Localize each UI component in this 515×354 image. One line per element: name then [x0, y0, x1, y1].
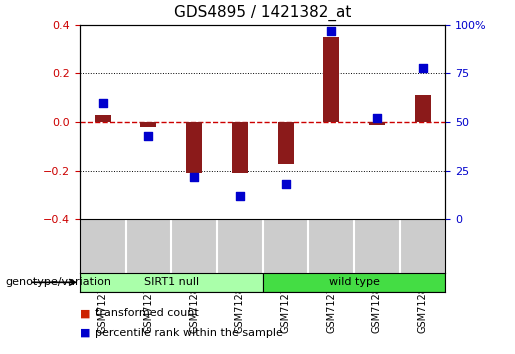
Point	[281, 182, 289, 187]
Text: percentile rank within the sample: percentile rank within the sample	[95, 328, 283, 338]
Point	[419, 65, 427, 70]
Text: SIRT1 null: SIRT1 null	[144, 277, 199, 287]
Bar	[232, 122, 248, 173]
Text: ■: ■	[80, 308, 90, 318]
Point	[98, 100, 107, 105]
Bar	[369, 122, 385, 125]
Point	[144, 133, 152, 138]
Bar	[95, 115, 111, 122]
Point	[373, 115, 381, 121]
Text: genotype/variation: genotype/variation	[5, 277, 111, 287]
Text: wild type: wild type	[329, 277, 380, 287]
Point	[190, 174, 198, 179]
Bar	[141, 122, 157, 127]
Text: ■: ■	[80, 328, 90, 338]
Bar	[80, 273, 263, 292]
Point	[236, 193, 244, 199]
Point	[327, 28, 335, 33]
Bar	[278, 122, 294, 164]
Bar	[186, 122, 202, 173]
Bar	[415, 95, 431, 122]
Text: transformed count: transformed count	[95, 308, 199, 318]
Title: GDS4895 / 1421382_at: GDS4895 / 1421382_at	[174, 5, 351, 21]
Bar	[323, 37, 339, 122]
Bar	[263, 273, 445, 292]
